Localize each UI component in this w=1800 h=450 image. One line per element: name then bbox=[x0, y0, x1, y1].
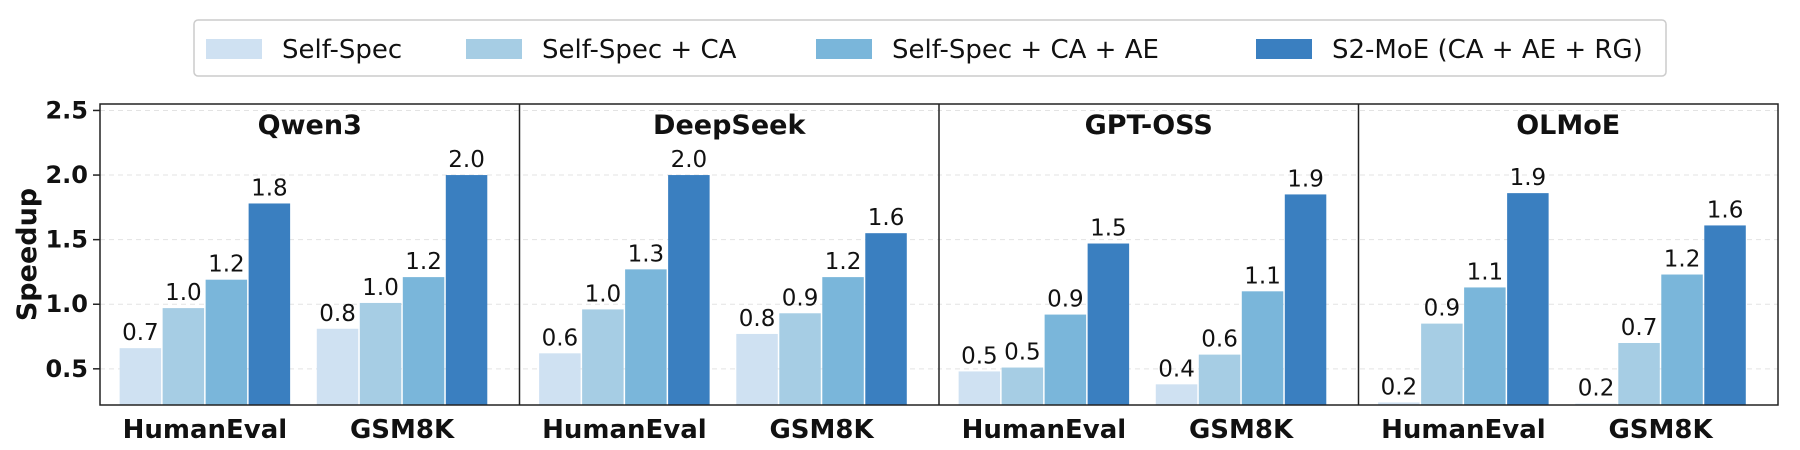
y-tick-label-3: 1.5 bbox=[45, 226, 88, 254]
y-tick-label-5: 2.5 bbox=[45, 96, 88, 124]
bar-qwen3-gsm8k-s1 bbox=[316, 328, 359, 405]
bar-label-gpt-oss-gsm8k-s3: 1.1 bbox=[1244, 263, 1281, 289]
x-tick-qwen3-gsm8k: GSM8K bbox=[350, 415, 455, 445]
bar-qwen3-gsm8k-s3 bbox=[402, 277, 445, 405]
bar-qwen3-gsm8k-s4 bbox=[445, 175, 488, 405]
bar-label-qwen3-gsm8k-s1: 0.8 bbox=[319, 301, 356, 327]
bar-gpt-oss-gsm8k-s2 bbox=[1198, 354, 1241, 405]
panel-title-1: Qwen3 bbox=[258, 110, 362, 141]
bar-deepseek-gsm8k-s2 bbox=[779, 313, 821, 405]
bar-label-gpt-oss-humaneval-s3: 0.9 bbox=[1047, 287, 1084, 313]
bar-label-qwen3-gsm8k-s3: 1.2 bbox=[405, 249, 442, 275]
bar-qwen3-gsm8k-s2 bbox=[359, 302, 402, 405]
legend-swatch-1 bbox=[206, 39, 262, 59]
bar-olmoe-humaneval-s3 bbox=[1464, 287, 1506, 405]
y-tick-label-4: 2.0 bbox=[45, 161, 88, 189]
bar-deepseek-humaneval-s4 bbox=[668, 175, 710, 405]
legend-swatch-4 bbox=[1256, 39, 1312, 59]
bar-gpt-oss-humaneval-s4 bbox=[1087, 243, 1130, 405]
x-tick-deepseek-humaneval: HumanEval bbox=[542, 415, 707, 445]
bar-label-deepseek-humaneval-s3: 1.3 bbox=[628, 241, 665, 267]
bar-label-deepseek-gsm8k-s2: 0.9 bbox=[782, 285, 819, 311]
bar-label-olmoe-gsm8k-s1: 0.2 bbox=[1578, 376, 1615, 402]
panel-title-2: DeepSeek bbox=[653, 110, 806, 141]
bar-label-qwen3-humaneval-s4: 1.8 bbox=[251, 175, 288, 201]
bar-deepseek-humaneval-s3 bbox=[625, 269, 667, 405]
bar-label-deepseek-gsm8k-s3: 1.2 bbox=[825, 249, 862, 275]
bar-deepseek-gsm8k-s4 bbox=[865, 233, 907, 405]
x-tick-qwen3-humaneval: HumanEval bbox=[123, 415, 288, 445]
legend-label-3: Self-Spec + CA + AE bbox=[892, 35, 1159, 65]
legend-swatch-2 bbox=[466, 39, 522, 59]
bar-deepseek-gsm8k-s1 bbox=[736, 333, 778, 405]
bar-label-olmoe-humaneval-s4: 1.9 bbox=[1510, 165, 1547, 191]
bar-label-gpt-oss-humaneval-s1: 0.5 bbox=[961, 343, 998, 369]
bar-label-qwen3-gsm8k-s4: 2.0 bbox=[448, 147, 485, 173]
y-tick-label-1: 0.5 bbox=[45, 355, 88, 383]
panel-title-3: GPT-OSS bbox=[1085, 110, 1213, 141]
bar-label-gpt-oss-gsm8k-s1: 0.4 bbox=[1158, 356, 1195, 382]
x-tick-olmoe-gsm8k: GSM8K bbox=[1608, 415, 1713, 445]
bar-deepseek-humaneval-s1 bbox=[539, 353, 581, 405]
bar-label-olmoe-humaneval-s3: 1.1 bbox=[1467, 259, 1504, 285]
legend-frame bbox=[193, 19, 1667, 77]
bar-label-qwen3-humaneval-s1: 0.7 bbox=[122, 320, 159, 346]
bar-gpt-oss-humaneval-s1 bbox=[958, 371, 1001, 405]
panel-title-4: OLMoE bbox=[1516, 110, 1620, 141]
x-tick-gpt-oss-gsm8k: GSM8K bbox=[1189, 415, 1294, 445]
bar-label-deepseek-humaneval-s1: 0.6 bbox=[542, 325, 579, 351]
bar-label-olmoe-gsm8k-s3: 1.2 bbox=[1664, 247, 1701, 273]
bar-qwen3-humaneval-s3 bbox=[205, 279, 248, 405]
legend-label-1: Self-Spec bbox=[282, 35, 402, 65]
legend-label-4: S2-MoE (CA + AE + RG) bbox=[1332, 35, 1643, 65]
bar-label-deepseek-humaneval-s2: 1.0 bbox=[585, 281, 622, 307]
bar-olmoe-gsm8k-s2 bbox=[1618, 342, 1660, 405]
bar-gpt-oss-gsm8k-s4 bbox=[1284, 194, 1327, 405]
legend-label-2: Self-Spec + CA bbox=[542, 35, 737, 65]
bar-label-gpt-oss-gsm8k-s2: 0.6 bbox=[1201, 327, 1238, 353]
bar-label-qwen3-humaneval-s3: 1.2 bbox=[208, 252, 245, 278]
bar-label-olmoe-humaneval-s2: 0.9 bbox=[1424, 296, 1461, 322]
x-tick-olmoe-humaneval: HumanEval bbox=[1381, 415, 1546, 445]
bar-olmoe-humaneval-s1 bbox=[1378, 402, 1420, 405]
bar-label-gpt-oss-gsm8k-s4: 1.9 bbox=[1287, 166, 1324, 192]
bar-label-gpt-oss-humaneval-s4: 1.5 bbox=[1090, 216, 1127, 242]
bar-olmoe-gsm8k-s4 bbox=[1704, 225, 1746, 405]
bar-qwen3-humaneval-s1 bbox=[119, 348, 162, 405]
bar-olmoe-humaneval-s2 bbox=[1421, 323, 1463, 405]
bar-label-olmoe-gsm8k-s2: 0.7 bbox=[1621, 315, 1658, 341]
bar-label-gpt-oss-humaneval-s2: 0.5 bbox=[1004, 340, 1041, 366]
bar-olmoe-humaneval-s4 bbox=[1507, 193, 1549, 405]
y-axis-label: Speedup bbox=[12, 188, 43, 321]
bar-label-olmoe-humaneval-s1: 0.2 bbox=[1381, 374, 1418, 400]
plot-frame bbox=[99, 103, 1779, 406]
y-tick-label-2: 1.0 bbox=[45, 290, 88, 318]
bar-qwen3-humaneval-s2 bbox=[162, 308, 205, 405]
bar-label-qwen3-humaneval-s2: 1.0 bbox=[165, 280, 202, 306]
legend-swatch-3 bbox=[816, 39, 872, 59]
bar-label-deepseek-gsm8k-s4: 1.6 bbox=[868, 205, 905, 231]
bar-deepseek-humaneval-s2 bbox=[582, 309, 624, 405]
bar-label-deepseek-gsm8k-s1: 0.8 bbox=[739, 306, 776, 332]
bar-gpt-oss-gsm8k-s3 bbox=[1241, 291, 1284, 405]
bar-qwen3-humaneval-s4 bbox=[248, 203, 291, 405]
bar-olmoe-gsm8k-s3 bbox=[1661, 274, 1703, 405]
x-tick-deepseek-gsm8k: GSM8K bbox=[769, 415, 874, 445]
bar-label-olmoe-gsm8k-s4: 1.6 bbox=[1707, 197, 1744, 223]
bar-label-deepseek-humaneval-s4: 2.0 bbox=[671, 147, 708, 173]
bar-deepseek-gsm8k-s3 bbox=[822, 277, 864, 405]
x-tick-gpt-oss-humaneval: HumanEval bbox=[962, 415, 1127, 445]
bar-gpt-oss-humaneval-s2 bbox=[1001, 367, 1044, 405]
bar-label-qwen3-gsm8k-s2: 1.0 bbox=[362, 275, 399, 301]
bar-gpt-oss-gsm8k-s1 bbox=[1155, 384, 1198, 405]
bar-gpt-oss-humaneval-s3 bbox=[1044, 314, 1087, 405]
